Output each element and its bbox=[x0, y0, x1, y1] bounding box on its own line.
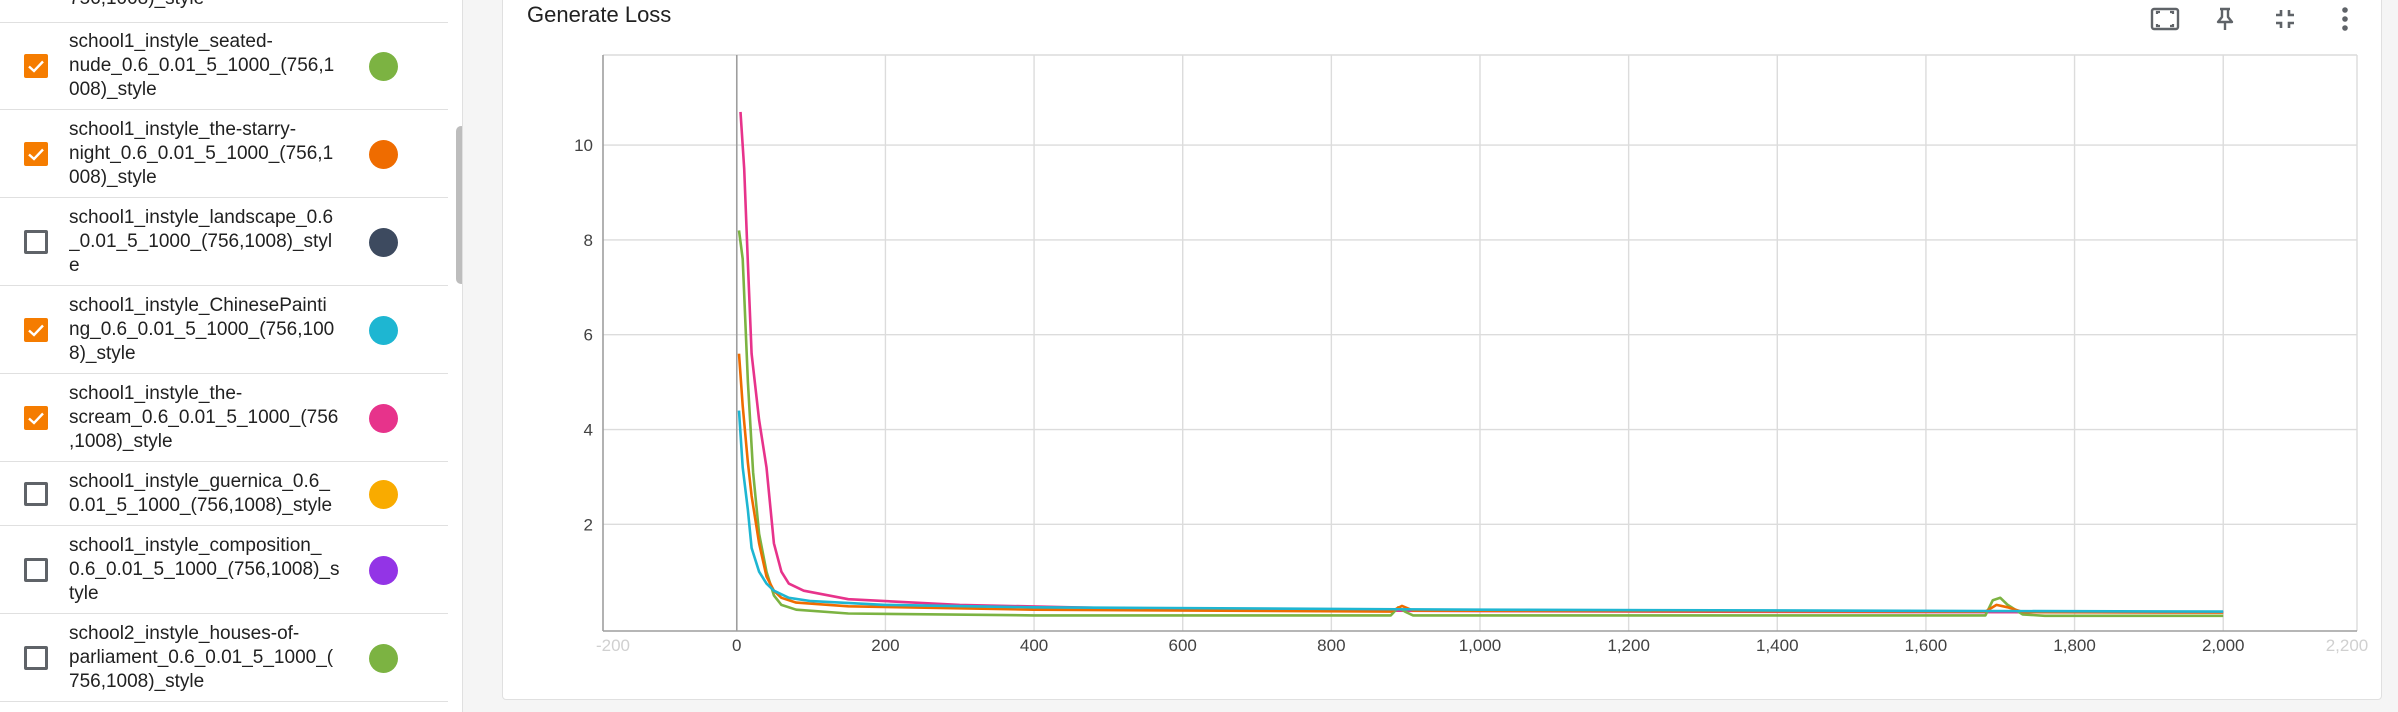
run-label-partial: 756,1008)_style bbox=[69, 0, 204, 11]
run-label: school1_instyle_the-scream_0.6_0.01_5_10… bbox=[69, 382, 344, 454]
x-tick-label-faded: -200 bbox=[596, 636, 630, 655]
run-label-line: 0.01_5_1000_(756,1008)_style bbox=[69, 495, 333, 516]
run-label-line: tyle bbox=[69, 583, 99, 604]
series-line-1 bbox=[737, 230, 2224, 618]
x-tick-label: 200 bbox=[871, 636, 899, 655]
run-checkbox[interactable] bbox=[24, 142, 48, 166]
y-tick-label: 4 bbox=[584, 421, 593, 440]
checkmark-icon bbox=[28, 412, 44, 425]
run-label: school1_instyle_landscape_0.6 _0.01_5_100… bbox=[69, 206, 344, 278]
run-row[interactable]: school1_instyle_composition_ 0.6_0.01_5_1… bbox=[0, 526, 448, 614]
run-checkbox[interactable] bbox=[24, 646, 48, 670]
x-tick-label: 1,600 bbox=[1905, 636, 1948, 655]
checkmark-icon bbox=[28, 60, 44, 73]
run-label-line: 008)_style bbox=[69, 167, 157, 188]
run-color-swatch[interactable] bbox=[369, 643, 398, 673]
run-color-swatch[interactable] bbox=[369, 479, 398, 509]
collapse-button[interactable] bbox=[2265, 0, 2305, 39]
run-label-line: scream_0.6_0.01_5_1000_(756 bbox=[69, 407, 339, 428]
run-label-line: school2_instyle_houses-of- bbox=[69, 623, 300, 644]
run-label-line: 756,1008)_style bbox=[69, 671, 205, 692]
card-title: Generate Loss bbox=[527, 2, 672, 27]
pin-button[interactable] bbox=[2205, 0, 2245, 39]
x-tick-label: 2,000 bbox=[2202, 636, 2245, 655]
run-checkbox[interactable] bbox=[24, 482, 48, 506]
run-label: school1_instyle_ChinesePainti ng_0.6_0.01… bbox=[69, 294, 344, 366]
x-tick-label: 0 bbox=[732, 636, 741, 655]
run-label-line: 0.6_0.01_5_1000_(756,1008)_s bbox=[69, 559, 340, 580]
x-tick-label: 400 bbox=[1020, 636, 1048, 655]
run-row[interactable]: school1_instyle_the-scream_0.6_0.01_5_10… bbox=[0, 374, 448, 462]
run-label: school2_instyle_houses-of-parliament_0.6… bbox=[69, 622, 344, 694]
run-color-swatch[interactable] bbox=[369, 51, 398, 81]
x-tick-label: 1,000 bbox=[1459, 636, 1502, 655]
collapse-icon bbox=[2276, 10, 2294, 28]
run-color-swatch[interactable] bbox=[369, 315, 398, 345]
run-color-swatch[interactable] bbox=[369, 403, 398, 433]
run-label-line: school1_instyle_ChinesePainti bbox=[69, 295, 327, 316]
fit-domain-button[interactable] bbox=[2145, 0, 2185, 39]
checkmark-icon bbox=[28, 324, 44, 337]
run-checkbox[interactable] bbox=[24, 558, 48, 582]
sidebar-scrollbar[interactable] bbox=[456, 126, 462, 284]
scalar-card: Generate Loss 2 4 6 8 10 0 200 400 600 800 1,000 1,… bbox=[502, 0, 2382, 700]
run-row[interactable]: school1_instyle_ChinesePainti ng_0.6_0.01… bbox=[0, 286, 448, 374]
series-line-0 bbox=[739, 111, 2224, 614]
run-label-line: ,1008)_style bbox=[69, 431, 173, 452]
y-tick-label: 10 bbox=[574, 136, 593, 155]
run-color-swatch[interactable] bbox=[369, 139, 398, 169]
x-tick-label: 1,800 bbox=[2053, 636, 2096, 655]
run-label-line: school1_instyle_composition_ bbox=[69, 535, 322, 556]
run-label-line: e bbox=[69, 255, 80, 276]
run-color-swatch[interactable] bbox=[369, 555, 398, 585]
run-label-line: 8)_style bbox=[69, 343, 136, 364]
run-checkbox[interactable] bbox=[24, 406, 48, 430]
run-label-line: school1_instyle_seated- bbox=[69, 31, 273, 52]
run-label: school1_instyle_the-starry-night_0.6_0.0… bbox=[69, 118, 344, 190]
run-label-line: school1_instyle_landscape_0.6 bbox=[69, 207, 334, 228]
run-label-line: 008)_style bbox=[69, 79, 157, 100]
y-tick-label: 8 bbox=[584, 231, 593, 250]
series-line-2 bbox=[737, 353, 2224, 614]
run-label-line: parliament_0.6_0.01_5_1000_( bbox=[69, 647, 334, 668]
run-row[interactable]: school2_instyle_houses-of-parliament_0.6… bbox=[0, 614, 448, 702]
run-checkbox[interactable] bbox=[24, 230, 48, 254]
run-label: school1_instyle_seated-nude_0.6_0.01_5_1… bbox=[69, 30, 344, 102]
run-checkbox[interactable] bbox=[24, 318, 48, 342]
run-checkbox[interactable] bbox=[24, 54, 48, 78]
pin-icon bbox=[2216, 7, 2234, 30]
y-tick-label: 2 bbox=[584, 515, 593, 534]
more-options-button[interactable] bbox=[2325, 0, 2365, 39]
run-label-line: school1_instyle_the-starry- bbox=[69, 119, 297, 140]
x-tick-label-faded: 2,200 bbox=[2326, 636, 2369, 655]
run-label: school1_instyle_guernica_0.6_ 0.01_5_1000… bbox=[69, 470, 344, 518]
loss-chart[interactable]: 2 4 6 8 10 0 200 400 600 800 1,000 1,200 1,400 1,600 1… bbox=[503, 0, 2383, 701]
y-tick-label: 6 bbox=[584, 326, 593, 345]
runs-sidebar: 756,1008)_style school1_instyle_seated-n… bbox=[0, 0, 463, 712]
run-label-line: _0.01_5_1000_(756,1008)_styl bbox=[69, 231, 333, 252]
run-label-line: school1_instyle_guernica_0.6_ bbox=[69, 471, 330, 492]
x-tick-label: 800 bbox=[1317, 636, 1345, 655]
run-label-line: nude_0.6_0.01_5_1000_(756,1 bbox=[69, 55, 335, 76]
run-row[interactable]: school1_instyle_landscape_0.6 _0.01_5_100… bbox=[0, 198, 448, 286]
run-row[interactable]: school1_instyle_the-starry-night_0.6_0.0… bbox=[0, 110, 448, 198]
x-tick-label: 1,200 bbox=[1607, 636, 1650, 655]
x-tick-label: 1,400 bbox=[1756, 636, 1799, 655]
run-label-line: ng_0.6_0.01_5_1000_(756,100 bbox=[69, 319, 335, 340]
run-row-partial: 756,1008)_style bbox=[0, 0, 448, 23]
run-row[interactable]: school1_instyle_guernica_0.6_ 0.01_5_1000… bbox=[0, 462, 448, 526]
series-line-3 bbox=[737, 410, 2224, 613]
more-vert-icon bbox=[2342, 7, 2348, 31]
x-tick-label: 600 bbox=[1169, 636, 1197, 655]
fit-to-screen-icon bbox=[2150, 7, 2180, 31]
run-row[interactable]: school1_instyle_seated-nude_0.6_0.01_5_1… bbox=[0, 22, 448, 110]
run-label-line: night_0.6_0.01_5_1000_(756,1 bbox=[69, 143, 334, 164]
run-label: school1_instyle_composition_ 0.6_0.01_5_1… bbox=[69, 534, 344, 606]
checkmark-icon bbox=[28, 148, 44, 161]
run-label-line: school1_instyle_the- bbox=[69, 383, 243, 404]
run-color-swatch[interactable] bbox=[369, 227, 398, 257]
